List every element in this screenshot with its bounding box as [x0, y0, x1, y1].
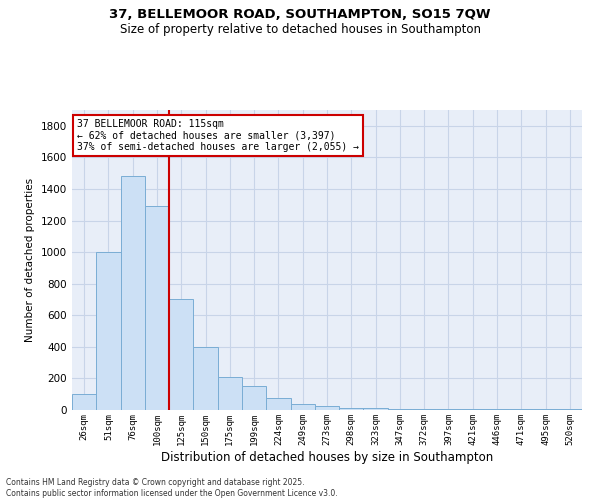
Bar: [412, 409, 436, 410]
Bar: [509, 409, 533, 410]
Bar: [364, 408, 388, 410]
Text: 37 BELLEMOOR ROAD: 115sqm
← 62% of detached houses are smaller (3,397)
37% of se: 37 BELLEMOOR ROAD: 115sqm ← 62% of detac…: [77, 119, 359, 152]
Text: Contains HM Land Registry data © Crown copyright and database right 2025.
Contai: Contains HM Land Registry data © Crown c…: [6, 478, 338, 498]
Text: 37, BELLEMOOR ROAD, SOUTHAMPTON, SO15 7QW: 37, BELLEMOOR ROAD, SOUTHAMPTON, SO15 7Q…: [109, 8, 491, 20]
Bar: [121, 176, 145, 410]
Bar: [193, 347, 218, 410]
Bar: [436, 409, 461, 410]
Bar: [558, 409, 582, 410]
Bar: [315, 406, 339, 410]
Bar: [218, 377, 242, 410]
Y-axis label: Number of detached properties: Number of detached properties: [25, 178, 35, 342]
Text: Size of property relative to detached houses in Southampton: Size of property relative to detached ho…: [119, 22, 481, 36]
Bar: [485, 409, 509, 410]
Bar: [461, 409, 485, 410]
Bar: [533, 409, 558, 410]
Bar: [145, 206, 169, 410]
Bar: [242, 386, 266, 410]
Bar: [72, 394, 96, 410]
Bar: [169, 300, 193, 410]
X-axis label: Distribution of detached houses by size in Southampton: Distribution of detached houses by size …: [161, 450, 493, 464]
Bar: [339, 408, 364, 410]
Bar: [266, 398, 290, 410]
Bar: [290, 404, 315, 410]
Bar: [96, 252, 121, 410]
Bar: [388, 409, 412, 410]
